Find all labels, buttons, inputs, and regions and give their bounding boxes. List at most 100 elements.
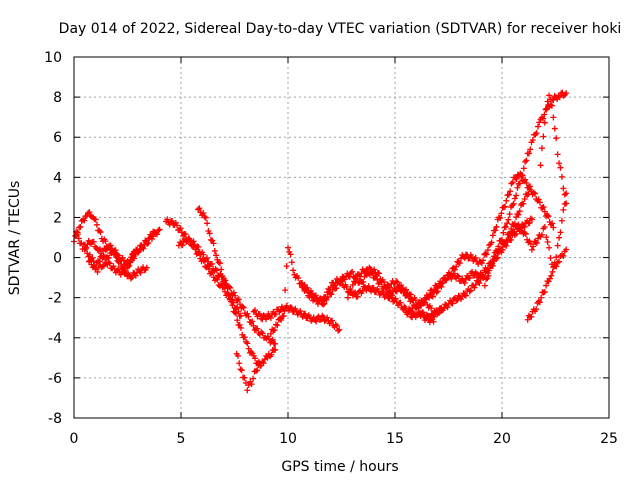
data-point	[326, 286, 333, 293]
data-point	[283, 302, 290, 309]
data-point	[541, 224, 548, 231]
data-point	[533, 130, 540, 137]
data-point	[208, 260, 215, 267]
data-point	[86, 251, 93, 258]
data-point	[344, 294, 351, 301]
data-point	[145, 235, 152, 242]
grid-lines	[74, 57, 609, 418]
data-point	[525, 150, 532, 157]
data-point	[82, 245, 89, 252]
data-point	[313, 318, 320, 325]
data-point	[523, 179, 530, 186]
data-point	[90, 238, 97, 245]
data-point	[547, 255, 554, 262]
data-point	[522, 230, 529, 237]
data-point	[139, 244, 146, 251]
data-point	[174, 222, 181, 229]
data-point	[226, 295, 233, 302]
data-point	[503, 197, 510, 204]
data-point	[430, 318, 437, 325]
data-point	[200, 251, 207, 258]
y-tick-label: -8	[48, 411, 62, 427]
y-tick-label: 8	[53, 90, 62, 106]
data-point	[282, 287, 289, 294]
data-point	[233, 305, 240, 312]
data-point	[508, 180, 515, 187]
data-point	[110, 263, 117, 270]
data-point	[271, 326, 278, 333]
data-point	[302, 310, 309, 317]
x-axis-label: GPS time / hours	[281, 459, 398, 475]
data-point	[504, 220, 511, 227]
data-point	[538, 294, 545, 301]
data-point	[502, 203, 509, 210]
data-point	[530, 189, 537, 196]
data-point	[241, 334, 248, 341]
data-point	[92, 216, 99, 223]
data-point	[272, 340, 279, 347]
data-point	[252, 367, 259, 374]
data-point	[190, 238, 197, 245]
data-point	[178, 241, 185, 248]
data-points	[71, 89, 570, 394]
data-point	[236, 321, 243, 328]
data-point	[522, 158, 529, 165]
data-point	[533, 306, 540, 313]
data-point	[244, 387, 251, 394]
data-point	[209, 237, 216, 244]
data-point	[439, 280, 446, 287]
data-point	[81, 217, 88, 224]
data-point	[476, 280, 483, 287]
data-point	[98, 252, 105, 259]
data-point	[540, 204, 547, 211]
data-point	[489, 260, 496, 267]
data-point	[93, 221, 100, 228]
data-point	[392, 295, 399, 302]
x-tick-label: 10	[279, 431, 297, 447]
data-point	[213, 252, 220, 259]
data-point	[237, 312, 244, 319]
data-point	[458, 296, 465, 303]
data-point	[537, 162, 544, 169]
data-point	[274, 322, 281, 329]
data-point	[513, 192, 520, 199]
data-point	[267, 330, 274, 337]
data-point	[540, 133, 547, 140]
series-track-d	[85, 242, 137, 277]
data-point	[549, 268, 556, 275]
data-point	[499, 236, 505, 243]
data-point	[536, 119, 543, 126]
data-point	[364, 266, 371, 273]
data-point	[560, 185, 567, 192]
data-point	[406, 309, 413, 316]
data-point	[493, 254, 500, 261]
y-axis-label: SDTVAR / TECUs	[7, 181, 23, 296]
data-point	[312, 294, 319, 301]
data-point	[129, 274, 136, 281]
data-point	[250, 322, 257, 329]
data-point	[245, 345, 252, 352]
y-tick-label: 4	[53, 170, 62, 186]
data-point	[548, 272, 555, 279]
data-point	[233, 310, 240, 317]
data-point	[514, 184, 521, 191]
data-point	[241, 374, 248, 381]
data-point	[538, 231, 545, 238]
data-point	[482, 250, 489, 257]
data-point	[183, 239, 190, 246]
data-point	[97, 253, 104, 260]
data-point	[216, 260, 223, 267]
data-point	[519, 172, 526, 179]
y-tick-label: 10	[44, 50, 62, 66]
data-point	[522, 176, 529, 183]
y-tick-label: -6	[48, 371, 62, 387]
data-point	[377, 278, 384, 285]
data-point	[516, 180, 523, 187]
data-point	[273, 321, 280, 328]
x-tick-label: 25	[600, 431, 618, 447]
data-point	[530, 243, 537, 250]
data-point	[343, 283, 350, 290]
data-point	[248, 381, 255, 388]
data-point	[472, 254, 479, 261]
data-point	[347, 269, 354, 276]
